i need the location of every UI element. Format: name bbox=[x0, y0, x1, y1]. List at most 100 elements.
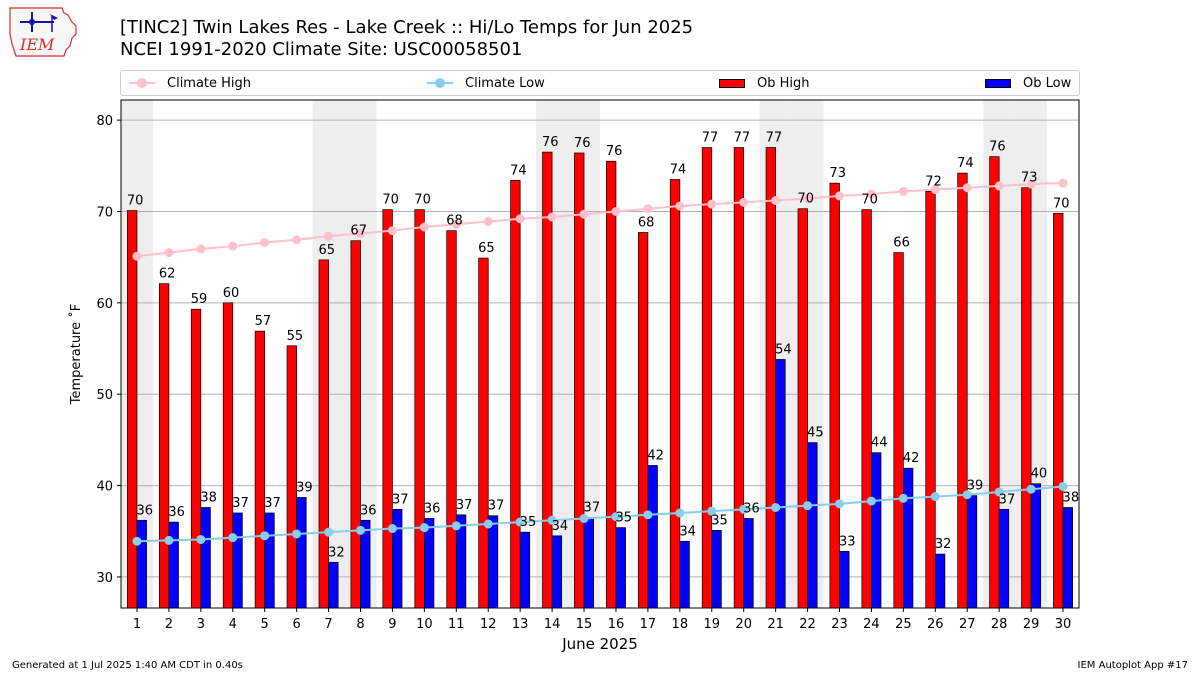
climate-low-point bbox=[866, 496, 876, 506]
ob-low-swatch-icon bbox=[985, 78, 1011, 88]
climate-high-point bbox=[356, 228, 365, 238]
ob-high-bar bbox=[478, 257, 489, 609]
ob-high-data-label: 73 bbox=[829, 166, 846, 181]
ob-low-bar bbox=[743, 518, 754, 609]
legend-item-climate-low: Climate Low bbox=[427, 71, 545, 95]
climate-high-line bbox=[136, 182, 1064, 258]
climate-high-point bbox=[164, 248, 174, 258]
ob-low-data-label: 37 bbox=[584, 501, 601, 516]
x-tick-label: 16 bbox=[608, 617, 625, 632]
climate-low-point bbox=[419, 523, 429, 533]
climate-high-point bbox=[547, 212, 557, 222]
legend-label-climate-high: Climate High bbox=[167, 75, 252, 91]
ob-high-bar bbox=[350, 240, 361, 609]
ob-low-data-label: 36 bbox=[168, 505, 185, 520]
ob-high-data-label: 68 bbox=[638, 215, 655, 230]
climate-low-point bbox=[898, 493, 908, 503]
climate-high-point bbox=[643, 204, 653, 214]
x-tick-label: 1 bbox=[133, 617, 141, 632]
climate-high-point bbox=[898, 186, 908, 196]
ob-high-data-label: 66 bbox=[893, 236, 910, 251]
climate-high-point bbox=[994, 181, 1004, 191]
ob-high-data-label: 62 bbox=[159, 267, 176, 282]
ob-low-data-label: 32 bbox=[935, 537, 952, 552]
ob-high-data-label: 70 bbox=[861, 193, 878, 208]
ob-low-bar bbox=[679, 540, 690, 609]
climate-low-point bbox=[1058, 481, 1068, 491]
x-tick-label: 2 bbox=[165, 617, 173, 632]
ob-high-data-label: 59 bbox=[191, 292, 208, 307]
ob-low-bar bbox=[839, 551, 850, 609]
climate-low-point bbox=[292, 529, 302, 539]
x-tick-label: 28 bbox=[991, 617, 1008, 632]
ob-high-bar bbox=[446, 230, 457, 609]
ob-low-bar bbox=[136, 519, 147, 609]
climate-low-point bbox=[803, 501, 813, 511]
y-tick-label: 80 bbox=[96, 114, 113, 129]
climate-low-point bbox=[260, 531, 270, 541]
ob-low-data-label: 34 bbox=[552, 519, 569, 534]
x-tick-label: 5 bbox=[261, 617, 269, 632]
ob-high-bar bbox=[797, 208, 808, 609]
climate-low-point bbox=[707, 506, 717, 516]
climate-low-point bbox=[483, 519, 493, 529]
ob-low-bar bbox=[264, 512, 275, 609]
ob-high-data-label: 74 bbox=[957, 156, 974, 171]
ob-low-bar bbox=[1030, 483, 1042, 609]
ob-low-bar bbox=[392, 508, 403, 609]
climate-high-point bbox=[132, 251, 142, 261]
ob-low-bar bbox=[711, 529, 722, 609]
x-tick-label: 25 bbox=[895, 617, 912, 632]
climate-low-point bbox=[994, 487, 1004, 497]
legend: Climate High Climate Low Ob High Ob Low bbox=[120, 70, 1080, 96]
ob-low-bar bbox=[871, 452, 882, 609]
plot-frame bbox=[120, 99, 1080, 609]
climate-high-point bbox=[483, 217, 493, 227]
y-tick-label: 50 bbox=[96, 388, 113, 403]
ob-low-bar bbox=[424, 518, 435, 609]
climate-low-point bbox=[675, 508, 685, 518]
ob-low-bar bbox=[1062, 507, 1073, 609]
ob-high-bar bbox=[254, 330, 266, 609]
ob-low-data-label: 36 bbox=[743, 501, 760, 516]
ob-high-data-label: 60 bbox=[223, 286, 240, 301]
climate-high-point bbox=[611, 206, 621, 216]
ob-high-bar bbox=[1053, 212, 1064, 609]
climate-low-point bbox=[579, 513, 589, 523]
x-tick-label: 12 bbox=[480, 617, 497, 632]
ob-high-bar bbox=[414, 209, 425, 609]
x-tick-label: 11 bbox=[448, 617, 465, 632]
climate-low-point bbox=[356, 525, 365, 535]
y-tick-label: 60 bbox=[96, 297, 113, 312]
ob-high-data-label: 70 bbox=[382, 193, 399, 208]
ob-high-data-label: 72 bbox=[925, 174, 942, 189]
climate-high-point bbox=[707, 199, 717, 209]
ob-low-bar bbox=[775, 359, 786, 609]
ob-low-data-label: 32 bbox=[328, 545, 345, 560]
y-axis-label: Temperature ˚F bbox=[68, 304, 84, 405]
climate-high-point bbox=[324, 231, 334, 241]
legend-label-ob-high: Ob High bbox=[757, 75, 810, 91]
ob-high-bar bbox=[190, 308, 202, 609]
ob-low-data-label: 36 bbox=[424, 501, 441, 516]
ob-high-data-label: 67 bbox=[350, 224, 367, 239]
ob-low-bar bbox=[328, 561, 339, 609]
ob-low-data-label: 39 bbox=[296, 480, 313, 495]
ob-high-bar bbox=[222, 302, 234, 609]
x-tick-label: 14 bbox=[544, 617, 561, 632]
generated-timestamp: Generated at 1 Jul 2025 1:40 AM CDT in 0… bbox=[12, 660, 243, 671]
ob-high-bar bbox=[861, 209, 872, 609]
x-tick-label: 6 bbox=[292, 617, 300, 632]
x-axis-label: June 2025 bbox=[561, 635, 638, 653]
climate-high-point bbox=[930, 185, 940, 195]
climate-high-point bbox=[771, 196, 781, 206]
legend-label-ob-low: Ob Low bbox=[1023, 75, 1072, 91]
climate-low-point bbox=[739, 504, 749, 514]
ob-low-bar bbox=[519, 531, 531, 609]
ob-high-data-label: 65 bbox=[319, 243, 336, 258]
climate-low-point bbox=[643, 510, 653, 520]
climate-low-point bbox=[930, 492, 940, 502]
x-tick-label: 3 bbox=[197, 617, 205, 632]
ob-low-bar bbox=[647, 465, 658, 609]
